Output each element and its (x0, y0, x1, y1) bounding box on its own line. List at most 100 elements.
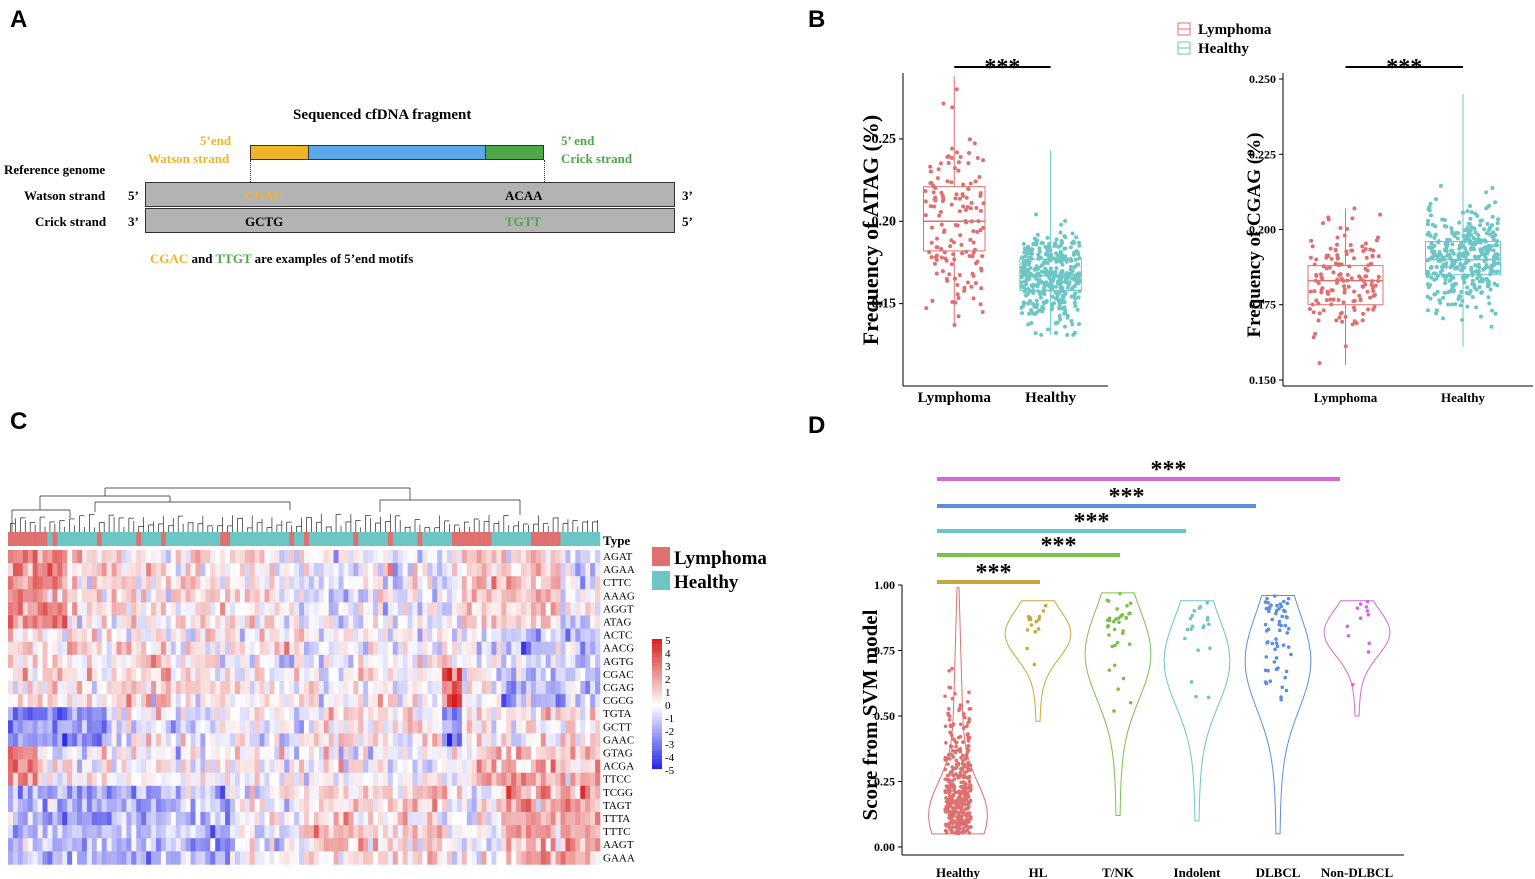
heatmap-cell (595, 628, 601, 642)
heatmap-cell (550, 550, 556, 564)
heatmap-cell (106, 694, 112, 708)
heatmap-cell (170, 746, 177, 760)
heatmap-cell (141, 550, 147, 564)
heatmap-cell (52, 812, 58, 826)
heatmap-cell (230, 812, 236, 826)
heatmap-cell (363, 563, 369, 577)
heatmap-cell (486, 615, 492, 629)
annotation-cell (501, 532, 507, 546)
heatmap-cell (456, 798, 463, 813)
heatmap-cell (86, 563, 93, 577)
data-point (1277, 619, 1282, 624)
heatmap-cell (313, 772, 320, 787)
heatmap-cell (526, 667, 532, 682)
heatmap-cell (461, 838, 468, 852)
heatmap-cell (471, 681, 477, 695)
dotted-guide-left (250, 160, 251, 182)
heatmap-cell (160, 733, 167, 747)
data-point (1458, 303, 1463, 308)
heatmap-cell (442, 707, 448, 721)
heatmap-cell (91, 798, 98, 813)
heatmap-cell (17, 851, 24, 865)
heatmap-cell (160, 550, 167, 564)
heatmap-cell (318, 785, 325, 800)
colorbar-segment (652, 688, 662, 692)
heatmap-cell (545, 576, 551, 590)
annotation-cell (264, 532, 270, 546)
heatmap-cell (516, 615, 522, 629)
data-point (1433, 271, 1438, 276)
heatmap-cell (57, 654, 63, 669)
heatmap-cell (200, 720, 206, 734)
heatmap-cell (432, 825, 438, 839)
annotation-cell (195, 532, 201, 546)
heatmap-cell (526, 772, 532, 787)
heatmap-cell (486, 838, 492, 852)
data-point (967, 137, 972, 142)
heatmap-cell (67, 838, 73, 852)
heatmap-cell (348, 641, 354, 656)
annotation-cell (170, 532, 177, 546)
heatmap-cell (234, 746, 241, 760)
heatmap-cell (461, 720, 468, 734)
heatmap-cell (526, 589, 532, 603)
heatmap-cell (501, 707, 507, 721)
heatmap-cell (565, 628, 571, 642)
heatmap-cell (323, 825, 329, 839)
heatmap-cell (343, 694, 349, 708)
data-point (1429, 264, 1434, 269)
heatmap-cell (259, 602, 265, 616)
heatmap-cell (318, 654, 325, 669)
heatmap-cell (220, 667, 226, 682)
heatmap-cell (77, 733, 83, 747)
heatmap-cell (111, 720, 117, 734)
data-point (958, 734, 963, 739)
heatmap-cell (205, 772, 211, 787)
heatmap-cell (373, 667, 379, 682)
heatmap-cell (323, 772, 329, 787)
heatmap-cell (160, 720, 167, 734)
data-point (1482, 227, 1487, 232)
data-point (1308, 289, 1313, 294)
data-point (1058, 230, 1063, 235)
heatmap-cell (427, 694, 433, 708)
heatmap-cell (121, 654, 127, 669)
heatmap-cell (402, 746, 408, 760)
heatmap-cell (521, 641, 527, 656)
heatmap-cell (62, 615, 68, 629)
heatmap-cell (308, 628, 315, 642)
heatmap-cell (106, 563, 112, 577)
heatmap-cell (417, 589, 423, 603)
heatmap-cell (225, 615, 231, 629)
heatmap-cell (289, 812, 295, 826)
heatmap-cell (373, 785, 379, 800)
heatmap-cell (234, 838, 241, 852)
violin-outline (1084, 592, 1152, 817)
heatmap-cell (151, 707, 157, 721)
heatmap-cell (442, 563, 448, 577)
heatmap-cell (200, 812, 206, 826)
data-point (981, 225, 986, 230)
data-point (1024, 247, 1029, 252)
heatmap-cell (225, 681, 231, 695)
heatmap-cell (358, 667, 364, 682)
heatmap-cell (308, 654, 315, 669)
heatmap-cell (220, 550, 226, 564)
heatmap-cell (269, 667, 275, 682)
heatmap-cell (190, 759, 196, 773)
data-point (944, 796, 948, 800)
heatmap-cell (368, 759, 374, 773)
data-point (947, 707, 951, 711)
heatmap-cell (466, 602, 473, 616)
heatmap-cell (225, 707, 231, 721)
data-point (1461, 243, 1466, 248)
heatmap-cell (284, 812, 290, 826)
annotation-cell (200, 532, 206, 546)
heatmap-cell (456, 641, 463, 656)
heatmap-cell (62, 746, 68, 760)
data-point (967, 151, 972, 156)
data-point (954, 740, 958, 745)
heatmap-cell (417, 667, 423, 682)
heatmap-cell (101, 812, 107, 826)
heatmap-cell (131, 628, 137, 642)
